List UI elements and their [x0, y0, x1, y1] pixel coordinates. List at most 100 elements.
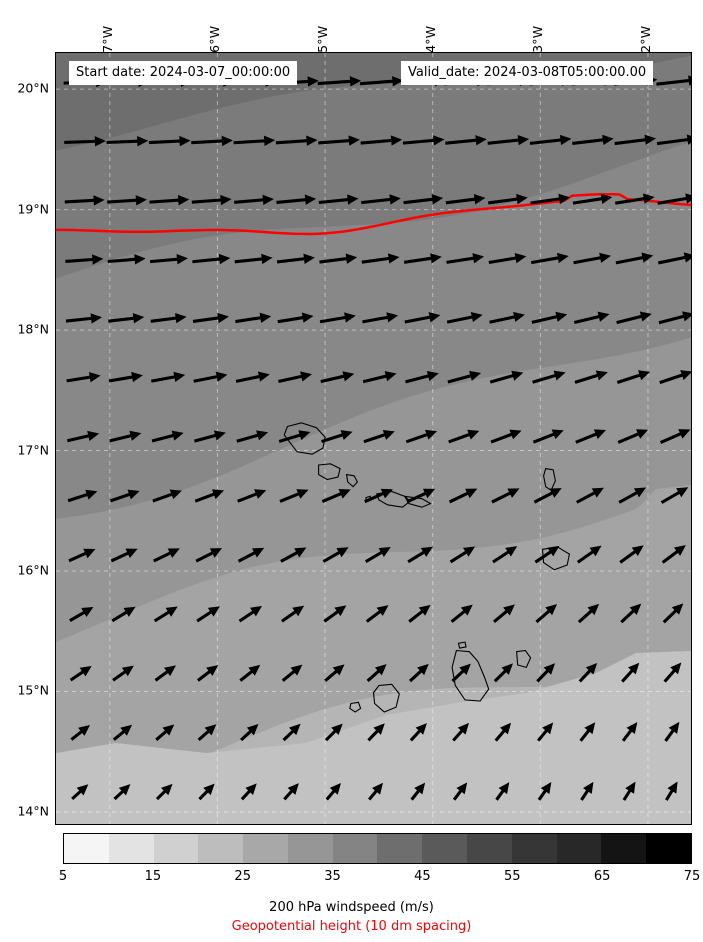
- wind-arrow: [154, 665, 176, 682]
- wind-arrow: [317, 76, 362, 87]
- wind-arrow: [321, 430, 353, 444]
- wind-arrow: [324, 723, 343, 742]
- wind-arrow: [278, 430, 311, 443]
- island-outline: [516, 649, 532, 669]
- wind-arrow: [536, 663, 556, 683]
- colorbar-segment-40-45: [377, 834, 423, 863]
- wind-arrow: [192, 312, 229, 324]
- wind-arrow: [281, 664, 303, 682]
- wind-arrow: [67, 489, 98, 503]
- wind-arrow: [445, 194, 486, 205]
- colorbar-tick-35: 35: [324, 869, 341, 884]
- y-tick-17N: 17°N: [17, 442, 49, 458]
- wind-arrow: [148, 135, 191, 147]
- colorbar-tick-75: 75: [683, 869, 701, 884]
- wind-arrow: [663, 662, 682, 683]
- wind-arrow: [320, 371, 355, 384]
- wind-arrow: [493, 663, 513, 683]
- colorbar-segment-20-25: [198, 834, 244, 863]
- wind-arrow: [237, 547, 265, 563]
- wind-arrow: [110, 548, 138, 563]
- wind-arrow: [450, 604, 473, 623]
- island-outline: [349, 701, 362, 713]
- wind-arrow: [578, 662, 598, 683]
- valid-date-label: Valid_date: 2024-03-08T05:00:00.00: [401, 61, 654, 85]
- wind-arrow: [489, 370, 524, 384]
- wind-arrow: [195, 548, 223, 563]
- map-plot-area[interactable]: Start date: 2024-03-07_00:00:00 Valid_da…: [55, 52, 692, 825]
- wind-arrow: [108, 313, 145, 324]
- wind-arrow: [616, 370, 651, 384]
- wind-arrow: [575, 429, 607, 444]
- wind-arrow: [618, 487, 647, 504]
- wind-arrow: [366, 664, 387, 683]
- wind-arrow: [494, 722, 512, 742]
- wind-arrow: [491, 488, 520, 504]
- wind-arrow: [68, 548, 96, 563]
- wind-arrow: [531, 311, 568, 324]
- wind-arrow: [66, 372, 101, 383]
- wind-arrow: [572, 193, 613, 205]
- colorbar-segment-60-65: [556, 834, 602, 863]
- wind-arrow: [191, 135, 233, 147]
- wind-arrow: [234, 253, 273, 265]
- island-outline: [375, 490, 411, 508]
- y-tick-19N: 19°N: [17, 201, 49, 217]
- wind-arrow: [448, 488, 478, 504]
- geopotential-contour: [56, 192, 691, 236]
- wind-arrow: [452, 722, 469, 742]
- wind-arrow: [149, 194, 190, 206]
- wind-arrow: [493, 604, 515, 624]
- wind-arrow: [276, 253, 315, 264]
- wind-arrow: [659, 429, 691, 444]
- colorbar-segment-30-35: [287, 834, 333, 863]
- colorbar[interactable]: [63, 833, 692, 864]
- wind-arrow: [70, 725, 90, 741]
- wind-arrow: [106, 136, 149, 147]
- wind-arrow: [191, 194, 232, 206]
- wind-arrow: [318, 194, 359, 205]
- wind-arrow: [194, 489, 225, 503]
- wind-arrow: [408, 604, 431, 623]
- wind-arrow: [151, 371, 186, 383]
- island-outline: [457, 641, 467, 649]
- island-outline: [345, 473, 359, 488]
- wind-arrow: [409, 723, 427, 742]
- wind-arrow: [537, 782, 552, 801]
- wind-arrow: [656, 75, 691, 86]
- wind-arrow: [319, 253, 358, 264]
- wind-arrow: [235, 371, 270, 383]
- colorbar-segment-45-50: [422, 834, 468, 863]
- wind-arrow: [573, 311, 610, 324]
- wind-arrow: [71, 784, 89, 801]
- wind-arrow: [407, 546, 433, 564]
- wind-arrow: [446, 253, 485, 264]
- wind-arrow: [64, 195, 105, 206]
- wind-arrow: [532, 370, 566, 384]
- colorbar-tick-15: 15: [144, 869, 162, 884]
- wind-arrow: [620, 603, 642, 624]
- wind-arrow: [447, 370, 482, 384]
- wind-arrow: [446, 311, 483, 324]
- wind-arrow: [404, 312, 441, 324]
- wind-arrow: [112, 665, 134, 682]
- wind-arrow: [579, 722, 596, 742]
- colorbar-caption-geopotential: Geopotential height (10 dm spacing): [231, 919, 472, 934]
- wind-arrow: [277, 312, 314, 324]
- wind-arrow: [240, 724, 259, 742]
- colorbar-segment-55-60: [511, 834, 557, 863]
- wind-arrow: [69, 665, 92, 682]
- wind-arrow: [367, 723, 385, 742]
- wind-arrow: [359, 76, 404, 87]
- wind-arrow: [489, 311, 525, 324]
- wind-arrow: [492, 546, 518, 564]
- wind-arrow: [658, 311, 691, 325]
- wind-arrow: [662, 603, 684, 624]
- wind-arrow: [363, 429, 395, 444]
- wind-arrow: [534, 545, 560, 564]
- wind-arrow: [576, 545, 602, 564]
- wind-arrow: [152, 489, 182, 503]
- wind-arrow: [410, 782, 426, 801]
- colorbar-segment-5-10: [64, 834, 109, 863]
